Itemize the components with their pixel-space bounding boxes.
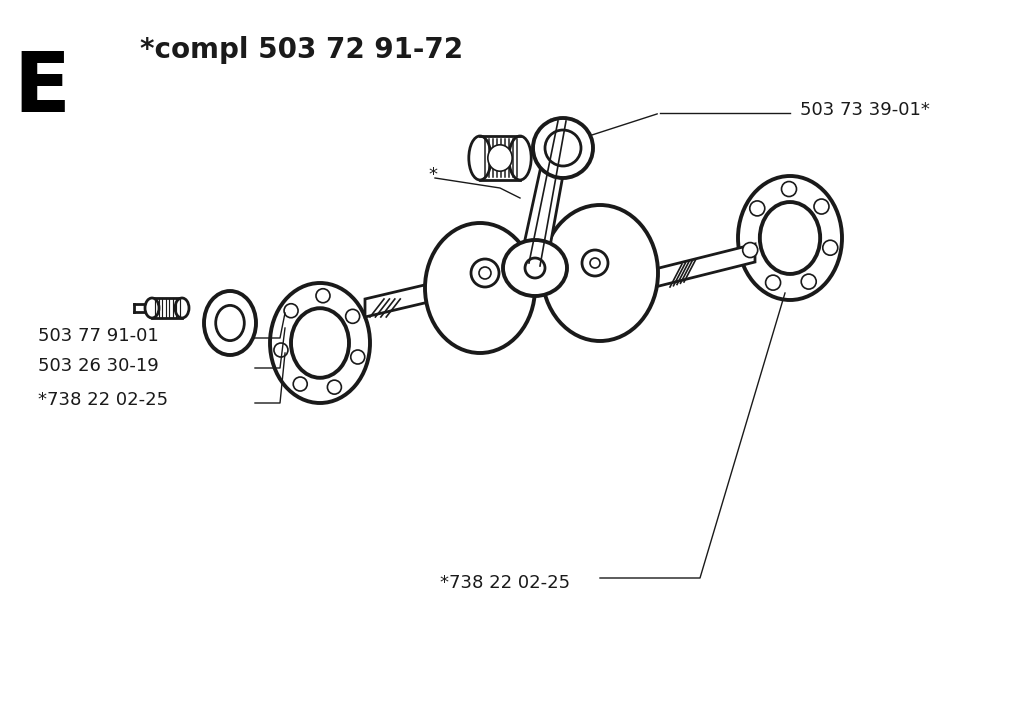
Circle shape xyxy=(351,350,365,364)
Circle shape xyxy=(274,343,288,357)
Circle shape xyxy=(822,240,838,256)
Circle shape xyxy=(801,274,816,289)
Text: 503 73 39-01*: 503 73 39-01* xyxy=(800,101,930,119)
Polygon shape xyxy=(152,298,182,318)
Circle shape xyxy=(346,309,359,323)
Circle shape xyxy=(582,250,608,276)
Ellipse shape xyxy=(145,298,159,318)
Ellipse shape xyxy=(760,202,820,274)
Ellipse shape xyxy=(503,240,567,296)
Ellipse shape xyxy=(270,283,370,403)
Circle shape xyxy=(293,377,307,391)
Polygon shape xyxy=(365,279,450,317)
Text: *738 22 02-25: *738 22 02-25 xyxy=(38,391,168,409)
Circle shape xyxy=(328,380,341,394)
Circle shape xyxy=(284,304,298,317)
Polygon shape xyxy=(655,244,755,287)
Circle shape xyxy=(750,201,765,216)
Ellipse shape xyxy=(216,306,245,341)
Text: 503 77 91-01: 503 77 91-01 xyxy=(38,327,159,345)
Ellipse shape xyxy=(175,298,189,318)
Circle shape xyxy=(814,199,829,214)
Ellipse shape xyxy=(204,291,256,355)
Text: *compl 503 72 91-72: *compl 503 72 91-72 xyxy=(140,36,463,64)
Text: *738 22 02-25: *738 22 02-25 xyxy=(440,574,570,592)
Ellipse shape xyxy=(469,136,492,180)
Circle shape xyxy=(766,275,780,290)
Circle shape xyxy=(479,267,490,279)
Circle shape xyxy=(742,242,758,258)
Circle shape xyxy=(534,118,593,178)
Circle shape xyxy=(545,130,581,166)
Ellipse shape xyxy=(425,223,535,353)
Ellipse shape xyxy=(738,176,842,300)
Text: *: * xyxy=(428,166,437,184)
Polygon shape xyxy=(521,120,573,263)
Ellipse shape xyxy=(509,136,531,180)
Text: E: E xyxy=(13,48,71,129)
Text: 503 26 30-19: 503 26 30-19 xyxy=(38,357,159,375)
Circle shape xyxy=(316,289,330,303)
Circle shape xyxy=(525,258,545,278)
Ellipse shape xyxy=(542,205,658,341)
Circle shape xyxy=(590,258,600,268)
Circle shape xyxy=(781,181,797,197)
Polygon shape xyxy=(490,262,600,286)
Ellipse shape xyxy=(487,145,512,171)
Ellipse shape xyxy=(291,308,349,378)
Circle shape xyxy=(471,259,499,287)
